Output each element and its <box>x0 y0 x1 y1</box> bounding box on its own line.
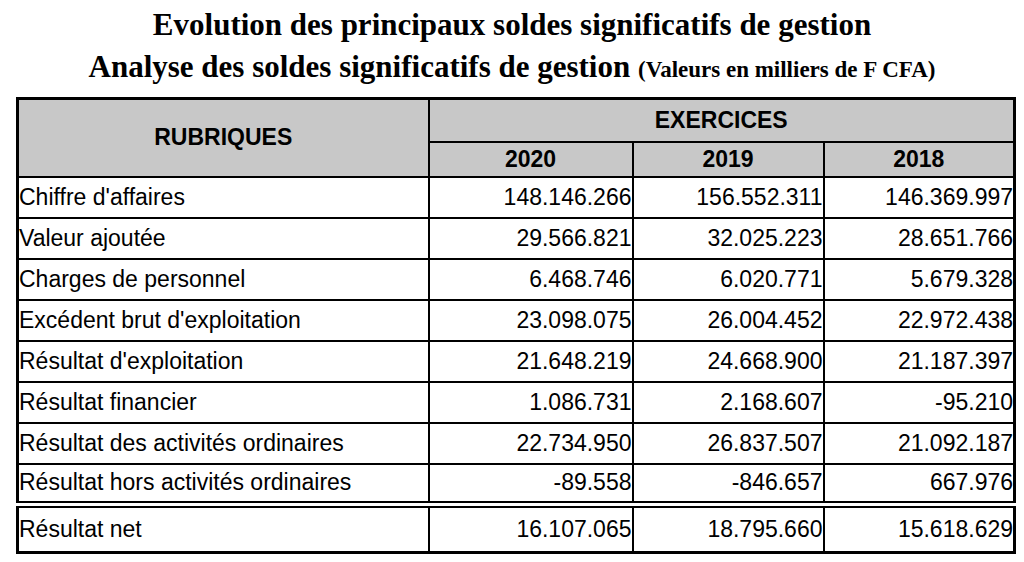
cell-2018: 28.651.766 <box>824 218 1015 259</box>
row-label: Valeur ajoutée <box>18 218 429 259</box>
table-body: Chiffre d'affaires 148.146.266 156.552.3… <box>18 177 1015 553</box>
cell-2019: 6.020.771 <box>633 259 824 300</box>
document-titles: Evolution des principaux soldes signific… <box>0 4 1024 91</box>
row-label: Résultat d'exploitation <box>18 341 429 382</box>
cell-2020: 22.734.950 <box>429 423 633 464</box>
row-label: Résultat des activités ordinaires <box>18 423 429 464</box>
document-page: Evolution des principaux soldes signific… <box>0 0 1024 562</box>
soldes-gestion-table: RUBRIQUES EXERCICES 2020 2019 2018 Chiff… <box>16 97 1016 554</box>
cell-2018: 146.369.997 <box>824 177 1015 218</box>
cell-2019: 32.025.223 <box>633 218 824 259</box>
cell-2019: 26.837.507 <box>633 423 824 464</box>
column-header-year-2020: 2020 <box>429 142 633 177</box>
header-row-exercices: RUBRIQUES EXERCICES <box>18 99 1015 142</box>
cell-2020: 148.146.266 <box>429 177 633 218</box>
page-subtitle: Analyse des soldes significatifs de gest… <box>0 46 1024 91</box>
cell-2020: 29.566.821 <box>429 218 633 259</box>
table-row-resultat-net: Résultat net 16.107.065 18.795.660 15.61… <box>18 505 1015 553</box>
row-label: Chiffre d'affaires <box>18 177 429 218</box>
page-subtitle-unit-note: (Valeurs en milliers de F CFA) <box>638 57 935 82</box>
row-label: Excédent brut d'exploitation <box>18 300 429 341</box>
column-header-exercices: EXERCICES <box>429 99 1015 142</box>
table-row: Chiffre d'affaires 148.146.266 156.552.3… <box>18 177 1015 218</box>
cell-2020: -89.558 <box>429 464 633 505</box>
table-row: Résultat d'exploitation 21.648.219 24.66… <box>18 341 1015 382</box>
column-header-year-2018: 2018 <box>824 142 1015 177</box>
cell-2019: -846.657 <box>633 464 824 505</box>
cell-2018: 21.092.187 <box>824 423 1015 464</box>
table-header: RUBRIQUES EXERCICES 2020 2019 2018 <box>18 99 1015 177</box>
column-header-rubriques: RUBRIQUES <box>18 99 429 177</box>
table-row: Résultat hors activités ordinaires -89.5… <box>18 464 1015 505</box>
cell-2018: 15.618.629 <box>824 505 1015 553</box>
cell-2018: 5.679.328 <box>824 259 1015 300</box>
cell-2020: 6.468.746 <box>429 259 633 300</box>
cell-2018: 21.187.397 <box>824 341 1015 382</box>
table-row: Résultat financier 1.086.731 2.168.607 -… <box>18 382 1015 423</box>
cell-2019: 24.668.900 <box>633 341 824 382</box>
cell-2020: 21.648.219 <box>429 341 633 382</box>
row-label: Résultat financier <box>18 382 429 423</box>
row-label: Charges de personnel <box>18 259 429 300</box>
cell-2019: 18.795.660 <box>633 505 824 553</box>
cell-2018: 667.976 <box>824 464 1015 505</box>
cell-2018: 22.972.438 <box>824 300 1015 341</box>
row-label: Résultat hors activités ordinaires <box>18 464 429 505</box>
table-row: Excédent brut d'exploitation 23.098.075 … <box>18 300 1015 341</box>
table-row: Valeur ajoutée 29.566.821 32.025.223 28.… <box>18 218 1015 259</box>
column-header-year-2019: 2019 <box>633 142 824 177</box>
cell-2019: 156.552.311 <box>633 177 824 218</box>
cell-2018: -95.210 <box>824 382 1015 423</box>
page-title: Evolution des principaux soldes signific… <box>0 4 1024 46</box>
cell-2020: 1.086.731 <box>429 382 633 423</box>
row-label: Résultat net <box>18 505 429 553</box>
table-row: Résultat des activités ordinaires 22.734… <box>18 423 1015 464</box>
cell-2020: 23.098.075 <box>429 300 633 341</box>
page-subtitle-text: Analyse des soldes significatifs de gest… <box>89 49 631 84</box>
table-row: Charges de personnel 6.468.746 6.020.771… <box>18 259 1015 300</box>
cell-2019: 2.168.607 <box>633 382 824 423</box>
cell-2020: 16.107.065 <box>429 505 633 553</box>
cell-2019: 26.004.452 <box>633 300 824 341</box>
